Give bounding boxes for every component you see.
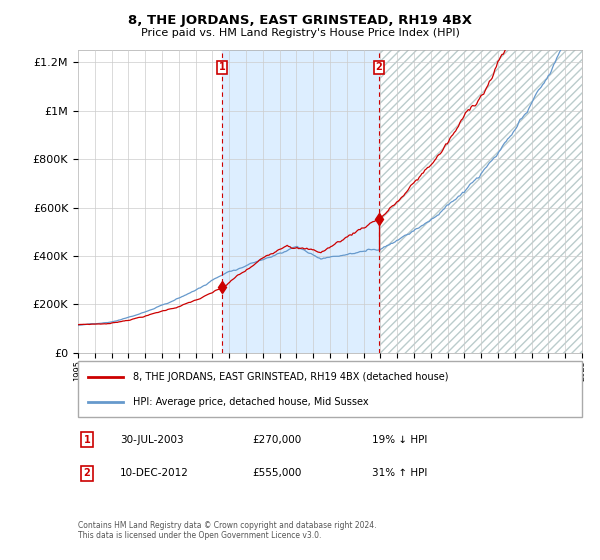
Bar: [222, 50, 379, 353]
Text: 1: 1: [83, 435, 91, 445]
Text: HPI: Average price, detached house, Mid Sussex: HPI: Average price, detached house, Mid …: [133, 396, 369, 407]
Text: 10-DEC-2012: 10-DEC-2012: [120, 468, 189, 478]
Text: 1: 1: [219, 63, 226, 72]
Bar: [379, 50, 582, 353]
Text: 2: 2: [376, 63, 382, 72]
Text: 8, THE JORDANS, EAST GRINSTEAD, RH19 4BX (detached house): 8, THE JORDANS, EAST GRINSTEAD, RH19 4BX…: [133, 372, 449, 382]
Text: £555,000: £555,000: [252, 468, 301, 478]
Text: 31% ↑ HPI: 31% ↑ HPI: [372, 468, 427, 478]
Text: 19% ↓ HPI: 19% ↓ HPI: [372, 435, 427, 445]
Bar: [379, 50, 582, 353]
FancyBboxPatch shape: [78, 361, 582, 417]
Text: Price paid vs. HM Land Registry's House Price Index (HPI): Price paid vs. HM Land Registry's House …: [140, 28, 460, 38]
Text: 8, THE JORDANS, EAST GRINSTEAD, RH19 4BX: 8, THE JORDANS, EAST GRINSTEAD, RH19 4BX: [128, 14, 472, 27]
Text: 30-JUL-2003: 30-JUL-2003: [120, 435, 184, 445]
Bar: [78, 50, 222, 353]
Text: Contains HM Land Registry data © Crown copyright and database right 2024.
This d: Contains HM Land Registry data © Crown c…: [78, 521, 377, 540]
Text: £270,000: £270,000: [252, 435, 301, 445]
Text: 2: 2: [83, 468, 91, 478]
